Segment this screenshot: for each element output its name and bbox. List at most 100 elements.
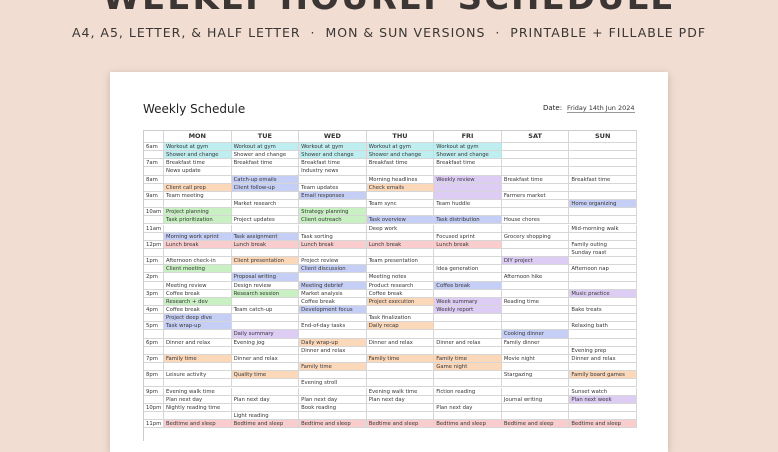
time-label: 8pm [144,371,164,380]
schedule-cell: Breakfast time [434,159,502,168]
schedule-cell [231,248,300,258]
schedule-cell: Family board games [569,371,637,380]
schedule-cell: Product research [366,281,435,290]
schedule-cell [231,314,300,323]
schedule-cell [501,200,570,209]
time-label: 2pm [144,273,164,282]
schedule-cell: Dinner and relax [299,346,367,355]
schedule-cell: Morning headlines [366,175,435,184]
schedule-cell [501,143,570,152]
schedule-cell [164,363,232,372]
date-label: Date: [543,104,563,112]
schedule-cell [231,208,300,217]
schedule-cell [366,248,435,258]
time-label [144,216,164,225]
schedule-cell: Coffee break [164,289,232,298]
schedule-cell [501,363,570,372]
schedule-cell [231,322,300,331]
schedule-cell: Design review [231,281,300,290]
schedule-cell [434,322,502,331]
schedule-cell: Task sorting [299,232,367,241]
time-label [144,395,164,404]
schedule-cell [501,314,570,323]
schedule-cell [569,379,637,388]
schedule-cell: Daily wrap-up [299,338,367,347]
schedule-cell [231,297,300,306]
schedule-cell: Book reading [299,403,367,412]
schedule-cell: Client discussion [299,265,367,274]
page-title: WEEKLY HOURLY SCHEDULE [0,0,778,18]
schedule-cell: Bedtime and sleep [366,420,435,429]
schedule-cell [231,167,300,176]
schedule-cell [434,191,502,201]
schedule-cell [231,224,300,233]
schedule-cell [299,330,367,339]
schedule-cell: Afternoon nap [569,265,637,274]
schedule-cell: Client call prep [164,183,232,192]
date: Friday 14th Jun 2024 [567,104,635,113]
schedule-cell: Team catch-up [231,306,300,315]
schedule-cell: Plan next week [569,395,637,404]
time-label [144,281,164,290]
schedule-cell [434,224,502,233]
schedule-cell [366,403,435,412]
schedule-cell [501,248,570,258]
schedule-cell: Farmers market [501,191,570,201]
schedule-cell [366,167,435,176]
schedule-cell: Stargazing [501,371,570,380]
schedule-cell: Breakfast time [569,175,637,184]
time-label [144,411,164,421]
schedule-cell: Workout at gym [231,143,300,152]
schedule-cell: Workout at gym [434,143,502,152]
paper [110,72,668,452]
schedule-cell [299,314,367,323]
time-label [144,183,164,192]
schedule-cell: Check emails [366,183,435,192]
schedule-cell [366,379,435,388]
schedule-cell: Bedtime and sleep [569,420,637,429]
schedule-cell: Plan next day [366,395,435,404]
schedule-cell [434,371,502,380]
schedule-cell: Bedtime and sleep [164,420,232,429]
schedule-cell [164,273,232,282]
time-label: 9pm [144,387,164,396]
schedule-cell [434,248,502,258]
schedule-cell: Mid-morning walk [569,224,637,233]
schedule-cell [366,371,435,380]
schedule-cell: Shower and change [299,151,367,160]
day-header: WED [299,131,367,143]
page-subtitle: A4, A5, LETTER, & HALF LETTER · MON & SU… [71,25,707,40]
schedule-cell [569,257,637,266]
schedule-cell: Family outing [569,240,637,249]
schedule-cell: Meeting notes [366,273,435,282]
schedule-cell: Shower and change [231,151,300,160]
schedule-cell [569,159,637,168]
schedule-cell: Lunch break [299,240,367,249]
schedule-cell: Dinner and relax [366,338,435,347]
time-label: 4pm [144,306,164,315]
schedule-cell [501,281,570,290]
schedule-cell: Quality time [231,371,300,380]
schedule-cell: Focused sprint [434,232,502,241]
schedule-cell: Evening walk time [366,387,435,396]
schedule-cell [569,191,637,201]
schedule-cell: Shower and change [434,151,502,160]
schedule-cell: Family time [299,363,367,372]
schedule-cell [164,346,232,355]
schedule-cell [164,224,232,233]
schedule-cell: Music practice [569,289,637,298]
schedule-cell: Idea generation [434,265,502,274]
schedule-cell [501,265,570,274]
time-label [144,297,164,306]
schedule-cell: Plan next day [231,395,300,404]
day-header: SAT [501,131,570,143]
schedule-cell: Dinner and relax [231,354,300,364]
schedule-cell [164,200,232,209]
schedule-cell [299,354,367,364]
schedule-cell: Lunch break [231,240,300,249]
schedule-cell: Family time [164,354,232,364]
schedule-cell [569,314,637,323]
schedule-cell [164,411,232,421]
schedule-cell [366,346,435,355]
schedule-cell: Workout at gym [299,143,367,152]
